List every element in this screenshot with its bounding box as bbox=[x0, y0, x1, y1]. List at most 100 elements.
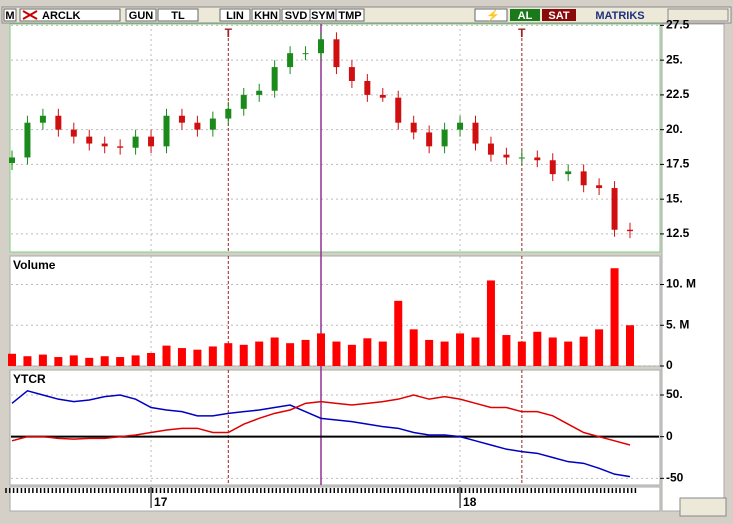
candle-body bbox=[70, 129, 77, 137]
volume-bar bbox=[579, 336, 588, 366]
candle-body bbox=[410, 122, 417, 133]
toolbar-button[interactable] bbox=[251, 8, 281, 22]
candle-body bbox=[627, 229, 633, 232]
candle-body bbox=[9, 157, 15, 164]
buy-button[interactable] bbox=[510, 9, 540, 21]
toolbar-button[interactable] bbox=[219, 8, 251, 22]
candle-body bbox=[55, 115, 62, 130]
y-tick-label: 27.5 bbox=[666, 18, 690, 32]
candle-body bbox=[503, 154, 510, 158]
candle-body bbox=[580, 171, 587, 186]
volume-bar bbox=[162, 345, 171, 366]
candle-body bbox=[86, 136, 93, 144]
y-tick-label: 50. bbox=[666, 387, 683, 401]
candle-body bbox=[441, 129, 448, 147]
window-controls[interactable] bbox=[667, 8, 729, 22]
candle-body bbox=[549, 160, 556, 175]
candle-body bbox=[534, 157, 541, 161]
y-tick-label: 0 bbox=[666, 358, 673, 372]
y-tick-label: -50 bbox=[666, 471, 684, 485]
candle-body bbox=[225, 108, 232, 119]
candle-body bbox=[487, 143, 494, 155]
candle-body bbox=[395, 97, 402, 123]
marker-label: T bbox=[225, 26, 233, 40]
marker-label: T bbox=[518, 26, 526, 40]
toolbar-button-label: SYM bbox=[311, 10, 335, 22]
candle-body bbox=[148, 136, 155, 147]
y-tick-label: 12.5 bbox=[666, 226, 690, 240]
toolbar-button-label: GUN bbox=[129, 10, 154, 22]
icons bbox=[474, 8, 508, 22]
volume-bar bbox=[517, 341, 526, 366]
volume-bar bbox=[394, 300, 403, 366]
candle-body bbox=[472, 122, 479, 144]
bolt-icon: ⚡ bbox=[486, 9, 500, 22]
volume-bar bbox=[440, 341, 449, 366]
symbol-icon bbox=[22, 10, 38, 20]
candle-body bbox=[24, 122, 31, 158]
volume-bar bbox=[270, 337, 279, 366]
volume-bar bbox=[100, 356, 109, 366]
candle-body bbox=[348, 67, 355, 81]
candle-body bbox=[364, 81, 371, 95]
candle-body bbox=[611, 188, 618, 230]
candle-body bbox=[302, 53, 309, 55]
toolbar-button[interactable] bbox=[125, 8, 157, 22]
y-tick-label: 17.5 bbox=[666, 157, 690, 171]
candle-body bbox=[426, 132, 433, 147]
volume-bar bbox=[147, 352, 156, 366]
toolbar-button[interactable] bbox=[157, 8, 199, 22]
volume-bar bbox=[486, 280, 495, 366]
candle-body bbox=[240, 94, 247, 109]
candle-body bbox=[379, 94, 386, 98]
indicator-panel bbox=[9, 369, 661, 486]
volume-bar bbox=[595, 329, 604, 366]
y-tick-label: 20. bbox=[666, 122, 683, 136]
candle-body bbox=[565, 171, 572, 175]
volume-bar bbox=[69, 355, 78, 366]
y-tick-label: 22.5 bbox=[666, 87, 690, 101]
panel-title: YTCR bbox=[13, 372, 46, 386]
volume-bar bbox=[301, 339, 310, 366]
volume-bar bbox=[363, 338, 372, 366]
volume-bar bbox=[8, 353, 16, 366]
candle-body bbox=[163, 115, 170, 147]
volume-bar bbox=[347, 344, 356, 366]
candle-body bbox=[178, 115, 185, 123]
sell-button[interactable] bbox=[542, 9, 576, 21]
volume-bar bbox=[378, 341, 387, 366]
candle-body bbox=[209, 118, 216, 130]
value-axis bbox=[661, 23, 725, 512]
indicator-line bbox=[11, 394, 631, 446]
volume-bar bbox=[224, 343, 233, 366]
volume-bar bbox=[626, 325, 634, 366]
x-tick-label: 17 bbox=[154, 495, 168, 509]
symbol: ARCLK bbox=[42, 10, 81, 22]
volume-bar bbox=[239, 344, 248, 366]
volume-bar bbox=[255, 341, 264, 366]
y-tick-label: 5. M bbox=[666, 317, 689, 331]
buy-label: AL bbox=[518, 10, 533, 22]
symbol-box[interactable] bbox=[19, 8, 121, 22]
candle-body bbox=[256, 90, 263, 95]
toolbar-button-label: KHN bbox=[254, 10, 278, 22]
volume-bar bbox=[610, 268, 619, 366]
candle-body bbox=[101, 143, 108, 147]
x-tick-label: 18 bbox=[463, 495, 477, 509]
volume-bar bbox=[317, 333, 325, 366]
nav-buttons[interactable] bbox=[679, 497, 727, 517]
volume-bar bbox=[177, 348, 186, 366]
candle-body bbox=[318, 39, 324, 54]
y-tick-label: 15. bbox=[666, 191, 683, 205]
candle-body bbox=[518, 157, 525, 159]
volume-bar bbox=[23, 356, 32, 366]
panel-title: Volume bbox=[13, 258, 56, 272]
volume-bar bbox=[38, 354, 47, 366]
toolbar-button-label: TL bbox=[171, 10, 185, 22]
candle-body bbox=[117, 146, 124, 148]
volume-bar bbox=[286, 343, 295, 366]
toolbar-button[interactable] bbox=[335, 8, 365, 22]
candle-body bbox=[271, 67, 278, 91]
